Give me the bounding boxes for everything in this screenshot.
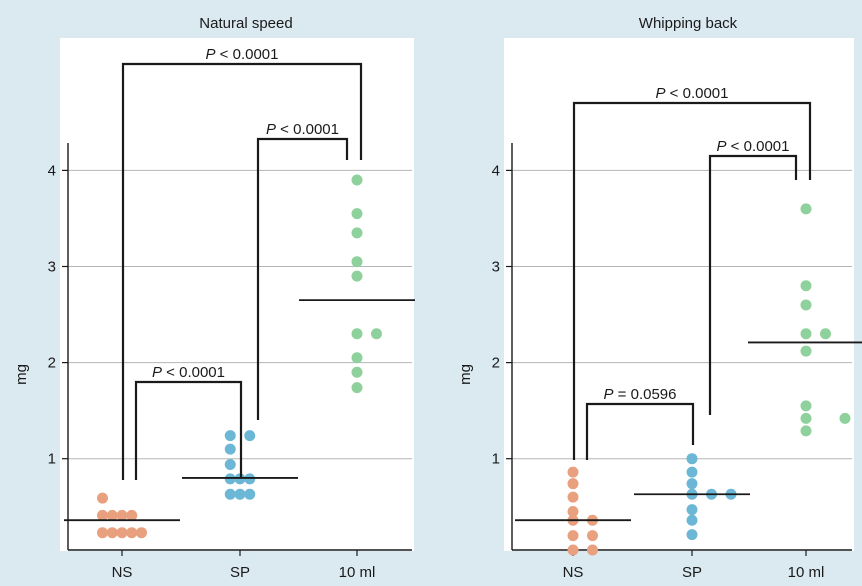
data-point-sp xyxy=(244,488,256,500)
data-point-10-ml xyxy=(800,425,812,437)
data-point-sp xyxy=(224,430,236,442)
data-point-ns xyxy=(567,506,579,518)
x-tick-label-ns: NS xyxy=(112,564,133,581)
panel-natural-speed: Natural speed 1 2 3 4 mg NS SP 10 ml P < 0.0001 P … xyxy=(13,15,415,581)
p-value-label: P < 0.0001 xyxy=(266,121,339,138)
data-point-10-ml xyxy=(351,352,363,364)
data-point-sp xyxy=(686,478,698,490)
data-point-10-ml xyxy=(800,345,812,357)
panel-whipping-back: Whipping back 1 2 3 4 mg NS SP 10 ml P = 0.0596 P … xyxy=(457,15,862,581)
x-tick-label-sp: SP xyxy=(682,564,702,581)
data-point-sp xyxy=(686,453,698,465)
significance-bracket-sp-10-ml xyxy=(256,137,349,420)
data-point-sp xyxy=(224,488,236,500)
data-point-ns xyxy=(567,466,579,478)
p-value-label: P < 0.0001 xyxy=(656,85,729,102)
x-tick-label-ns: NS xyxy=(563,564,584,581)
data-point-10-ml xyxy=(351,208,363,220)
data-point-sp xyxy=(224,443,236,455)
data-point-ns xyxy=(97,492,108,504)
y-tick-label: 3 xyxy=(48,259,56,276)
significance-bracket-ns-sp xyxy=(134,380,243,480)
data-point-sp xyxy=(244,430,256,442)
data-point-sp xyxy=(686,514,698,526)
data-point-10-ml xyxy=(800,400,812,412)
data-point-10-ml xyxy=(800,203,812,215)
y-tick-label: 4 xyxy=(492,162,500,179)
data-point-10-ml xyxy=(800,299,812,311)
y-tick-label: 2 xyxy=(492,355,500,372)
data-point-sp xyxy=(234,473,246,485)
y-tick-label: 4 xyxy=(48,162,56,179)
panel-title: Natural speed xyxy=(199,15,292,32)
data-point-ns xyxy=(567,544,579,556)
y-tick-label: 1 xyxy=(48,451,56,468)
data-point-10-ml xyxy=(800,280,812,292)
y-axis-label: mg xyxy=(457,364,474,385)
significance-bracket-ns-sp xyxy=(585,402,695,460)
significance-bracket-ns-10-ml xyxy=(121,62,363,480)
data-point-10-ml xyxy=(800,328,812,340)
significance-bracket-ns-10-ml xyxy=(572,101,812,460)
data-point-ns xyxy=(116,527,128,539)
p-value-label: P = 0.0596 xyxy=(604,386,677,403)
data-point-ns xyxy=(116,509,128,521)
p-value-label: P < 0.0001 xyxy=(152,364,225,381)
data-point-ns xyxy=(587,544,598,556)
data-point-10-ml xyxy=(351,328,363,340)
data-point-sp xyxy=(686,466,698,478)
y-tick-label: 3 xyxy=(492,259,500,276)
data-point-ns xyxy=(567,491,579,503)
data-point-10-ml xyxy=(351,227,363,239)
data-point-sp xyxy=(224,458,236,470)
data-point-sp xyxy=(686,504,698,516)
data-point-10-ml xyxy=(371,328,382,340)
data-point-ns xyxy=(106,509,118,521)
data-point-ns xyxy=(106,527,118,539)
data-point-sp xyxy=(224,473,236,485)
data-point-ns xyxy=(567,478,579,490)
data-point-10-ml xyxy=(800,412,812,424)
plot-background xyxy=(60,38,414,551)
data-point-10-ml xyxy=(839,412,851,424)
data-point-10-ml xyxy=(820,328,831,340)
data-point-sp xyxy=(234,488,246,500)
y-axis-label: mg xyxy=(13,364,30,385)
data-point-ns xyxy=(567,530,579,542)
panel-title: Whipping back xyxy=(639,15,738,32)
data-point-ns xyxy=(126,527,138,539)
data-point-ns xyxy=(97,527,108,539)
data-point-10-ml xyxy=(351,256,363,268)
data-point-ns xyxy=(126,509,138,521)
data-point-sp xyxy=(686,529,698,541)
p-value-label: P < 0.0001 xyxy=(717,138,790,155)
data-point-ns xyxy=(97,509,108,521)
data-point-10-ml xyxy=(351,382,363,394)
p-value-label: P < 0.0001 xyxy=(206,46,279,63)
x-tick-label-10-ml: 10 ml xyxy=(339,564,376,581)
data-point-sp xyxy=(244,473,256,485)
data-point-ns xyxy=(136,527,147,539)
x-tick-label-10-ml: 10 ml xyxy=(788,564,825,581)
data-point-10-ml xyxy=(351,270,363,282)
plot-background xyxy=(504,38,854,551)
data-point-10-ml xyxy=(351,366,363,378)
significance-bracket-sp-10-ml xyxy=(708,154,798,415)
y-tick-label: 2 xyxy=(48,355,56,372)
y-tick-label: 1 xyxy=(492,451,500,468)
data-point-10-ml xyxy=(351,174,363,186)
x-tick-label-sp: SP xyxy=(230,564,250,581)
data-point-ns xyxy=(587,530,598,542)
